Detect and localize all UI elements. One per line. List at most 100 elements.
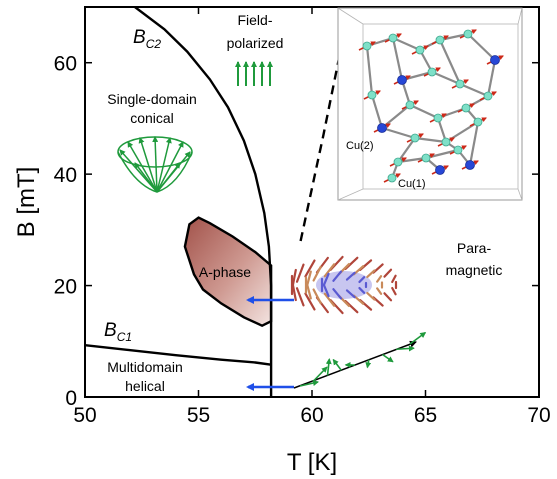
- skyrmion-core: [316, 271, 372, 299]
- x-axis-title: T [K]: [287, 449, 337, 476]
- y-tick-label: 0: [65, 387, 77, 410]
- multidomain-label-line1: Multidomain: [107, 359, 182, 375]
- helix-spin-arrow: [365, 359, 372, 369]
- skyrmion-spin-arrow: [358, 276, 366, 284]
- bc2-label-main: B: [133, 27, 146, 48]
- crystal-bond: [486, 59, 497, 97]
- skyrmion-spin-arrow: [322, 283, 330, 298]
- unit-cell-back-face: [362, 23, 519, 190]
- skyrmion-spin-arrow: [345, 271, 356, 281]
- helical-spin-texture-icon: [293, 331, 427, 389]
- cu1-atom: [388, 33, 398, 43]
- crystal-bond: [397, 137, 416, 163]
- skyrmion-spin-arrow: [295, 287, 305, 307]
- x-tick-label: 70: [527, 404, 550, 427]
- y-tick-label: 20: [54, 276, 77, 299]
- skyrmion-spin-arrow: [291, 268, 297, 289]
- skyrmion-spin-arrow: [366, 269, 376, 279]
- cu2-atom: [465, 160, 475, 170]
- skyrmion-spin-arrow: [345, 289, 356, 299]
- bc1-label: BC1: [104, 320, 132, 344]
- y-tick-label: 60: [54, 53, 77, 76]
- helix-spin-arrow: [325, 358, 332, 376]
- field-polarized-label-line1: Field-: [237, 12, 272, 28]
- cu1-atom: [453, 145, 463, 155]
- skyrmion-spin-arrow: [376, 287, 383, 295]
- cu1-atom: [483, 91, 493, 101]
- skyrmion-spin-arrow: [376, 275, 383, 283]
- crystal-bond: [392, 36, 421, 52]
- cu1-atom: [427, 67, 437, 77]
- cu1-atom: [415, 45, 425, 55]
- skyrmion-spin-arrow: [383, 268, 393, 278]
- skyrmion-spin-arrow: [304, 259, 316, 278]
- helix-spin-arrow: [382, 353, 394, 363]
- y-tick-label: 40: [54, 164, 77, 187]
- cu1-atom: [473, 117, 483, 127]
- crystal-bond: [414, 136, 447, 144]
- conical-spin-cone-icon: [117, 136, 193, 193]
- skyrmion-spin-arrow: [295, 263, 305, 283]
- field-polarized-label-line2: polarized: [227, 35, 284, 51]
- multidomain-label-line2: helical: [125, 378, 165, 394]
- skyrmion-spin-arrow: [332, 288, 343, 300]
- skyrmion-spin-arrow: [391, 274, 397, 284]
- skyrmion-spin-arrow: [312, 265, 322, 282]
- field-polarized-arrows-icon: [235, 61, 273, 86]
- y-axis-title: B [mT]: [13, 167, 40, 238]
- x-tick-label: 55: [187, 404, 210, 427]
- crystal-bond: [459, 82, 489, 98]
- cu1-atom: [421, 153, 431, 163]
- cu1-atom: [405, 100, 415, 110]
- cu1-atom: [433, 113, 443, 123]
- helix-spin-arrow: [313, 366, 328, 382]
- cu1-label: Cu(1): [398, 178, 426, 190]
- skyrmion-spin-arrow: [391, 286, 397, 296]
- skyrmion-spin-arrow: [332, 270, 343, 282]
- bc2-label: BC2: [133, 27, 161, 51]
- crystal-bond: [365, 45, 374, 96]
- skyrmion-spin-arrow: [358, 286, 366, 294]
- cu2-atom: [377, 123, 387, 133]
- crystal-bond: [468, 121, 480, 166]
- skyrmion-spin-arrow: [322, 272, 330, 287]
- bc1-label-main: B: [104, 320, 117, 341]
- crystal-bond: [467, 33, 496, 61]
- cu1-atom: [461, 103, 471, 113]
- cu1-atom: [387, 173, 397, 183]
- bc2-label-sub: C2: [146, 37, 162, 51]
- crystal-bond: [409, 104, 439, 119]
- cu1-atom: [362, 41, 372, 51]
- x-axis-ticks: 50 55 60 65 70: [73, 7, 551, 427]
- cu2-atom: [490, 55, 500, 65]
- single-domain-label-line1: Single-domain: [107, 91, 197, 107]
- crystal-atoms: [358, 29, 504, 183]
- crystal-bond: [370, 94, 384, 129]
- helix-spin-arrow: [299, 380, 319, 387]
- cu1-atom: [393, 157, 403, 167]
- crystal-structure-inset: Cu(2) Cu(1): [337, 7, 523, 201]
- helix-spin-arrow: [396, 345, 415, 352]
- skyrmion-spin-arrow: [305, 270, 312, 288]
- skyrmion-spin-arrow: [304, 292, 316, 311]
- skyrmion-spin-arrow: [312, 288, 322, 305]
- cu1-atom: [435, 35, 445, 45]
- cu2-label: Cu(2): [346, 140, 374, 152]
- cu1-atom: [441, 137, 451, 147]
- skyrmion-spin-texture-icon: [290, 255, 398, 315]
- crystal-bond: [381, 126, 416, 140]
- skyrmion-spin-arrow: [366, 291, 376, 301]
- cu2-atom: [435, 165, 445, 175]
- bc1-boundary-line: [85, 344, 272, 366]
- skyrmion-spin-arrow: [323, 263, 336, 278]
- cu1-atom: [410, 133, 420, 143]
- cu1-atom: [463, 29, 473, 39]
- a-phase-label: A-phase: [199, 264, 251, 280]
- crystal-bond: [391, 37, 404, 81]
- unit-cell-front-face: [337, 7, 523, 201]
- crystal-bond: [431, 70, 461, 86]
- paramagnetic-label-line1: Para-: [457, 240, 492, 256]
- bc1-label-sub: C1: [117, 330, 132, 344]
- bc2-boundary-line: [134, 7, 273, 397]
